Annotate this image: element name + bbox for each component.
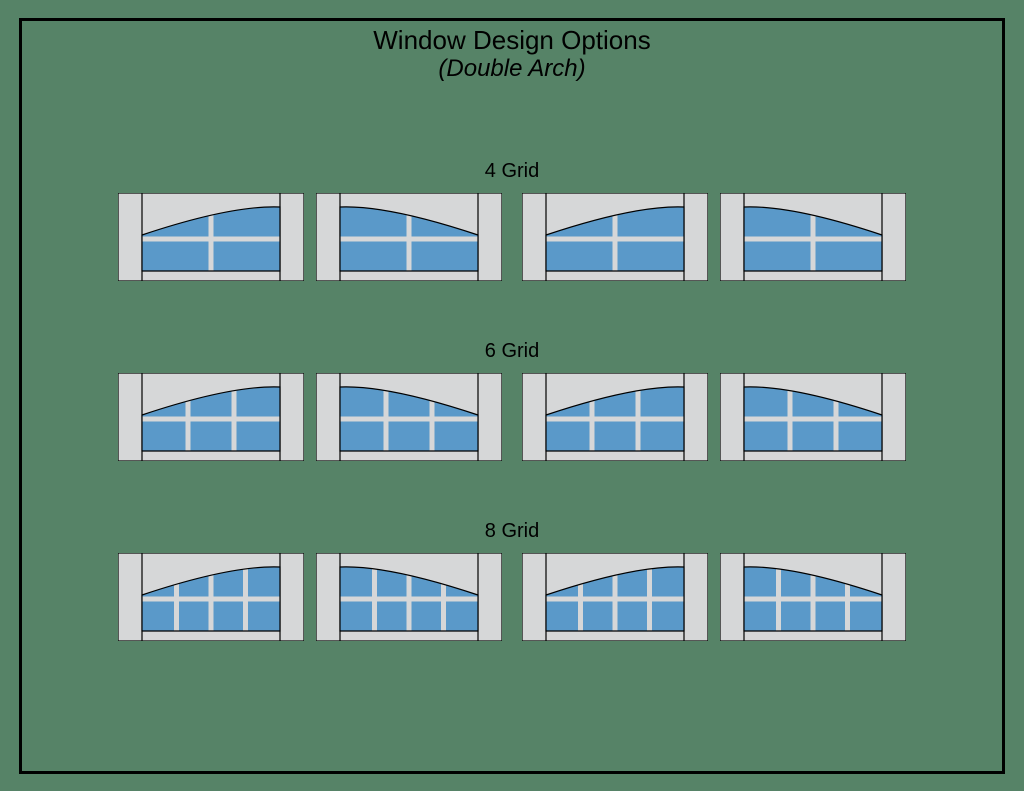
panel-row	[118, 373, 906, 461]
window-panel	[522, 193, 708, 281]
option-label: 8 Grid	[0, 520, 1024, 543]
window-panel	[720, 373, 906, 461]
panel-row	[118, 193, 906, 281]
window-panel	[720, 193, 906, 281]
header-block: Window Design Options (Double Arch)	[0, 26, 1024, 83]
page: Window Design Options (Double Arch) 4 Gr…	[0, 0, 1024, 791]
window-panel	[316, 373, 502, 461]
window-panel	[118, 193, 304, 281]
option-label: 6 Grid	[0, 340, 1024, 363]
window-panel	[118, 373, 304, 461]
option-block: 8 Grid	[0, 520, 1024, 641]
window-panel	[720, 553, 906, 641]
window-panel	[522, 553, 708, 641]
option-block: 6 Grid	[0, 340, 1024, 461]
window-panel	[316, 193, 502, 281]
window-panel	[522, 373, 708, 461]
option-label: 4 Grid	[0, 160, 1024, 183]
page-subtitle: (Double Arch)	[0, 55, 1024, 83]
window-panel	[316, 553, 502, 641]
option-block: 4 Grid	[0, 160, 1024, 281]
panel-row	[118, 553, 906, 641]
window-panel	[118, 553, 304, 641]
page-title: Window Design Options	[0, 26, 1024, 55]
